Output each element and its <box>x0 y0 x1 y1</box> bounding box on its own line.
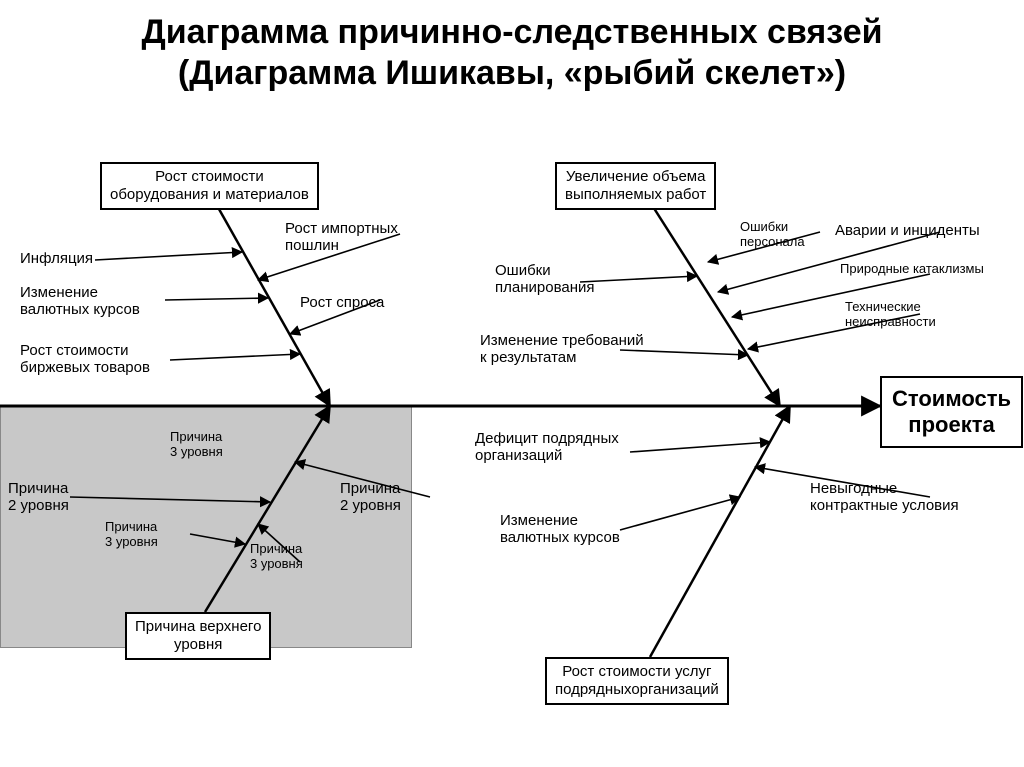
cause-label: Технические неисправности <box>845 300 936 330</box>
cause-label: Изменение требований к результатам <box>480 332 644 367</box>
cause-label: Аварии и инциденты <box>835 222 980 239</box>
title-line1: Диаграмма причинно-следственных связей <box>0 12 1024 53</box>
category-box: Рост стоимости оборудования и материалов <box>100 162 319 210</box>
diagram-title: Диаграмма причинно-следственных связей (… <box>0 0 1024 94</box>
cause-label: Причина 3 уровня <box>170 430 223 460</box>
cause-label: Рост импортных пошлин <box>285 220 398 255</box>
category-box: Причина верхнего уровня <box>125 612 271 660</box>
cause-label: Ошибки персонала <box>740 220 805 250</box>
fishbone-stage: Стоимость проекта Рост стоимости оборудов… <box>0 102 1024 742</box>
cause-label: Дефицит подрядных организаций <box>475 430 619 465</box>
cause-label: Причина 3 уровня <box>250 542 303 572</box>
cause-label: Причина 3 уровня <box>105 520 158 550</box>
cause-label: Природные катаклизмы <box>840 262 984 277</box>
cause-label: Причина 2 уровня <box>340 480 401 515</box>
category-box: Рост стоимости услуг подрядныхорганизаци… <box>545 657 729 705</box>
head-box: Стоимость проекта <box>880 376 1023 449</box>
cause-label: Инфляция <box>20 250 93 267</box>
category-box: Увеличение объема выполняемых работ <box>555 162 716 210</box>
cause-label: Невыгодные контрактные условия <box>810 480 959 515</box>
cause-label: Изменение валютных курсов <box>500 512 620 547</box>
cause-label: Изменение валютных курсов <box>20 284 140 319</box>
cause-label: Рост спроса <box>300 294 384 311</box>
cause-label: Причина 2 уровня <box>8 480 69 515</box>
cause-label: Рост стоимости биржевых товаров <box>20 342 150 377</box>
title-line2: (Диаграмма Ишикавы, «рыбий скелет») <box>0 53 1024 94</box>
cause-label: Ошибки планирования <box>495 262 595 297</box>
